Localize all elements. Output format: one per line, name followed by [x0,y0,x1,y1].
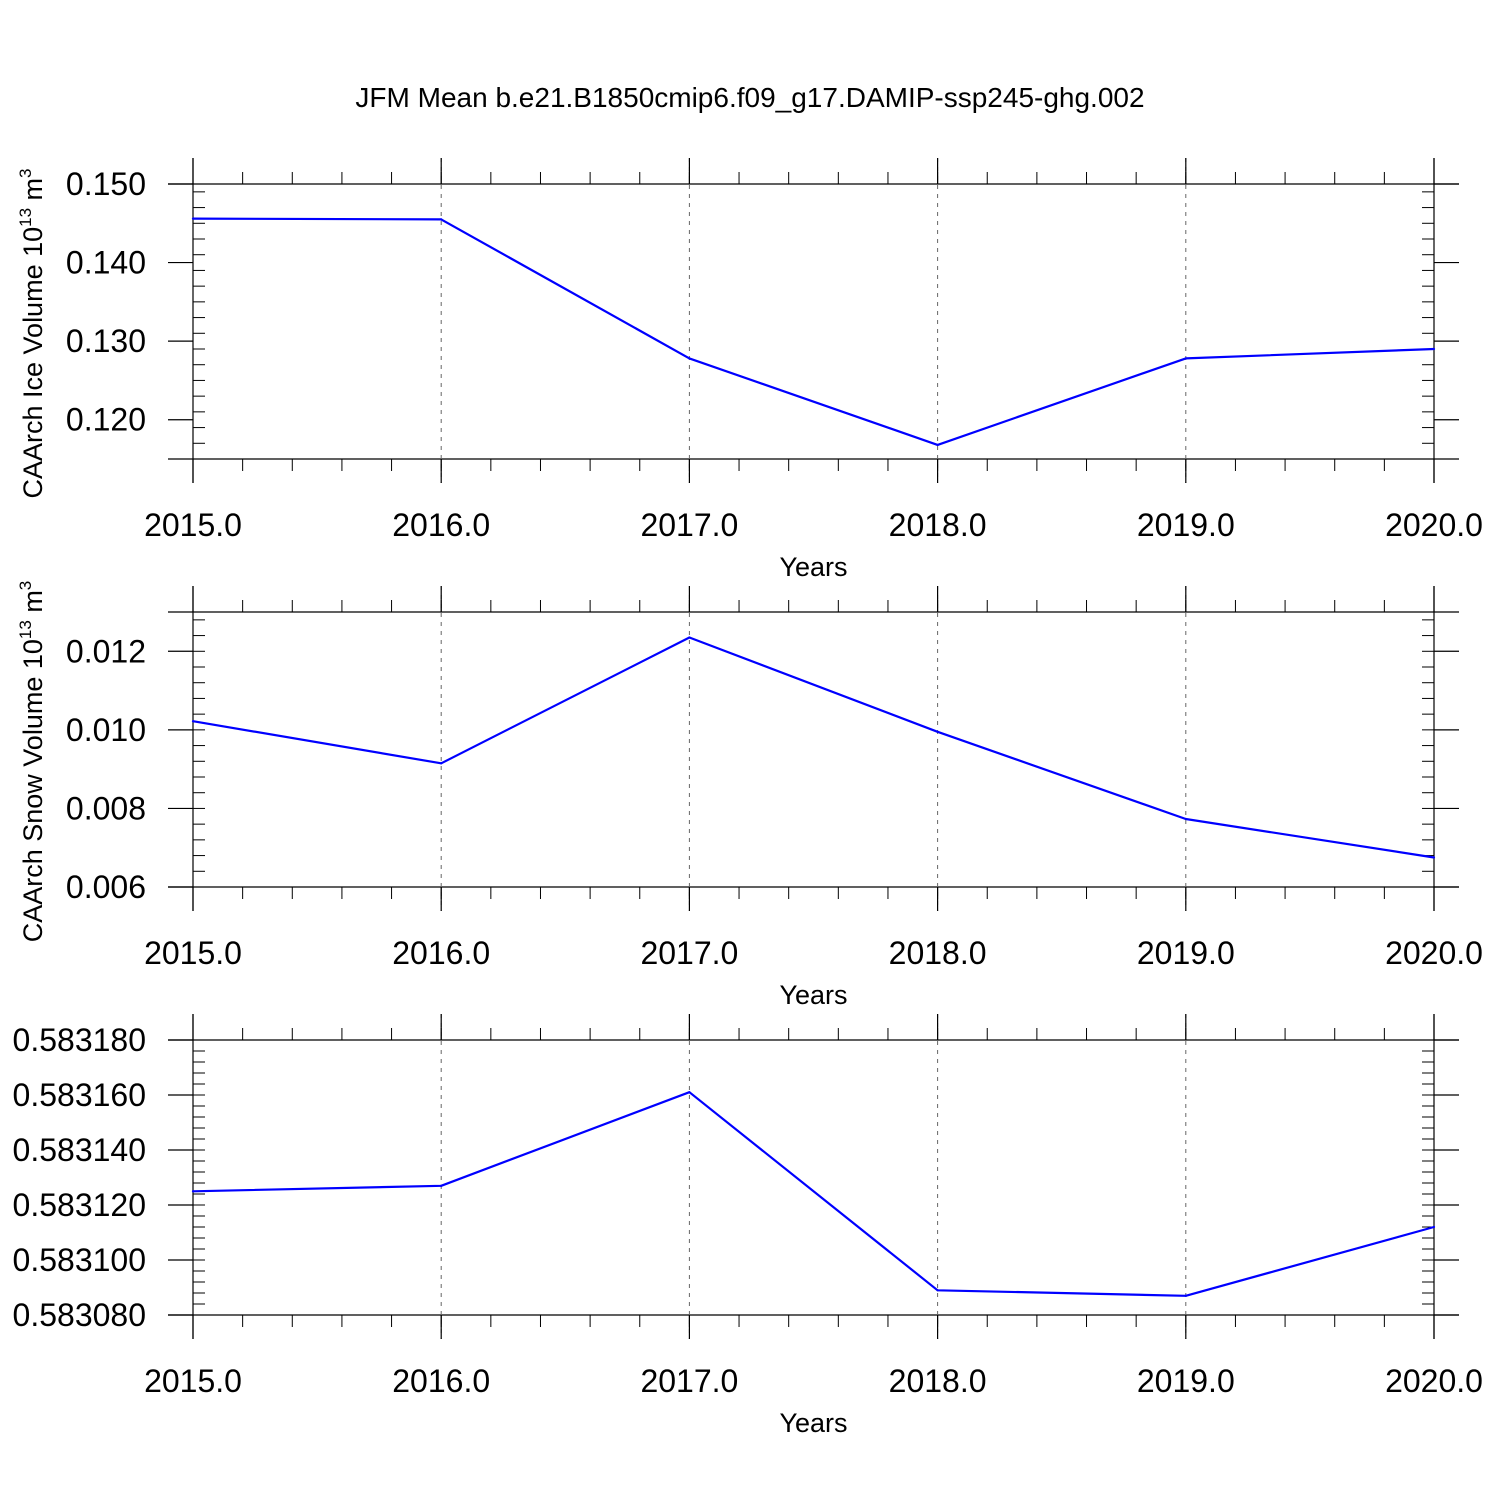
y-tick-label: 0.583160 [13,1077,146,1113]
data-point [1432,1225,1436,1229]
data-point [1432,856,1436,859]
x-tick-label: 2016.0 [392,1363,490,1399]
data-point [440,762,443,765]
x-tick-label: 2017.0 [640,507,738,543]
series-line [192,636,1435,859]
x-tick-label: 2020.0 [1385,507,1483,543]
data-point [688,357,691,360]
data-point [440,218,443,221]
data-point [1432,347,1436,351]
panel-1: 2015.0 2016.0 2017.0 2018.0 2019.0 2020.0 Year… [16,158,1483,582]
x-axis-title: Years [779,1408,847,1438]
x-tick-label: 2020.0 [1385,935,1483,971]
data-point [191,217,195,220]
x-tick-label: 2019.0 [1137,1363,1235,1399]
y-tick-label: 0.012 [66,633,146,669]
y-tick-label: 0.583080 [13,1297,146,1333]
series-line [192,217,1435,446]
panel-3: 2015.0 2016.0 2017.0 2018.0 2019.0 2020.0 Year… [13,1014,1483,1438]
y-tick-label: 0.583120 [13,1187,146,1223]
x-tick-label: 2017.0 [640,1363,738,1399]
panel-2: 2015.0 2016.0 2017.0 2018.0 2019.0 2020.0 Year… [16,581,1483,1010]
y-tick-label: 0.010 [66,712,146,748]
x-axis-title: Years [779,980,847,1010]
chart-title: JFM Mean b.e21.B1850cmip6.f09_g17.DAMIP-… [355,82,1145,113]
data-point [1184,817,1187,821]
x-tick-label: 2019.0 [1137,507,1235,543]
x-tick-label: 2019.0 [1137,935,1235,971]
y-tick-label: 0.120 [66,402,146,438]
data-point [191,720,195,723]
y-tick-label: 0.583100 [13,1242,146,1278]
x-tick-label: 2015.0 [144,1363,242,1399]
x-tick-label: 2018.0 [889,1363,987,1399]
y-tick-label: 0.583140 [13,1132,146,1168]
data-point [936,730,939,733]
y-tick-label: 0.583180 [13,1022,146,1058]
data-point [936,443,939,446]
x-axis-title: Years [779,552,847,582]
data-point [688,1091,691,1094]
x-tick-label: 2018.0 [889,935,987,971]
data-point [936,1289,939,1292]
data-point [1184,1294,1187,1297]
y-tick-label: 0.130 [66,323,146,359]
y-tick-label: 0.150 [66,166,146,202]
x-tick-label: 2017.0 [640,935,738,971]
y-axis-title: CAArch Ice Volume 1013 m3 [16,168,48,498]
y-axis-title: CAArch Snow Volume 1013 m3 [16,581,48,943]
x-tick-label: 2018.0 [889,507,987,543]
data-point [191,1190,195,1193]
x-tick-label: 2015.0 [144,507,242,543]
y-tick-label: 0.006 [66,869,146,905]
data-point [1184,357,1187,360]
series-line [192,1091,1435,1297]
data-point [688,636,691,639]
x-tick-label: 2015.0 [144,935,242,971]
x-tick-label: 2020.0 [1385,1363,1483,1399]
y-tick-label: 0.008 [66,790,146,826]
y-tick-label: 0.140 [66,245,146,281]
x-tick-label: 2016.0 [392,507,490,543]
x-tick-label: 2016.0 [392,935,490,971]
data-point [440,1184,443,1187]
